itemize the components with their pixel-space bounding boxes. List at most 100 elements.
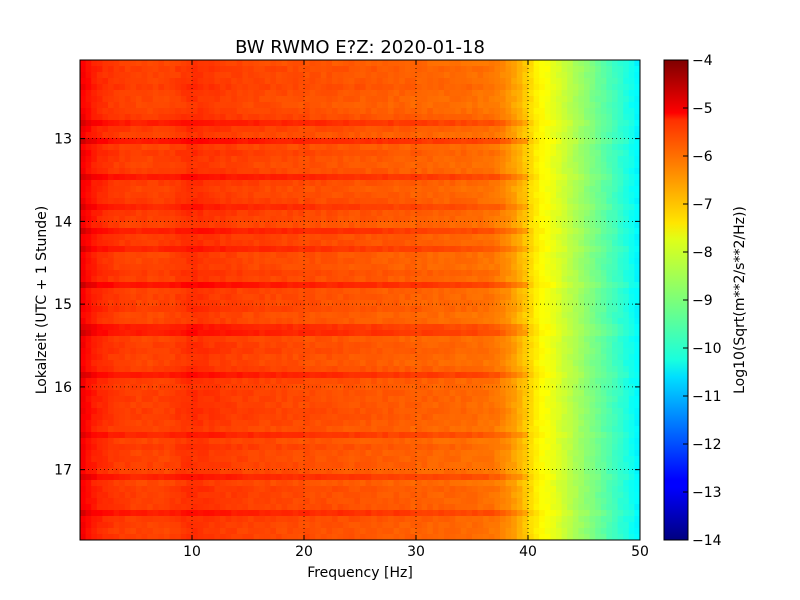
heatmap-cell [169, 234, 176, 241]
heatmap-cell [337, 168, 344, 175]
heatmap-cell [634, 66, 641, 73]
heatmap-cell [360, 270, 366, 277]
heatmap-cell [298, 234, 305, 241]
heatmap-cell [253, 300, 260, 307]
heatmap-cell [113, 240, 120, 247]
heatmap-cell [164, 306, 170, 313]
heatmap-cell [466, 72, 473, 79]
heatmap-cell [505, 210, 512, 217]
heatmap-cell [80, 348, 86, 355]
heatmap-cell [617, 330, 624, 337]
heatmap-cell [192, 246, 198, 253]
heatmap-cell [516, 306, 523, 313]
heatmap-cell [320, 78, 327, 85]
heatmap-cell [483, 174, 490, 181]
heatmap-cell [449, 108, 456, 115]
heatmap-cell [612, 186, 618, 193]
heatmap-cell [242, 150, 249, 157]
heatmap-cell [337, 144, 344, 151]
heatmap-cell [152, 72, 159, 79]
heatmap-cell [225, 132, 232, 139]
heatmap-cell [444, 324, 450, 331]
heatmap-cell [169, 222, 176, 229]
heatmap-cell [539, 192, 546, 199]
heatmap-cell [500, 228, 506, 235]
heatmap-cell [152, 354, 159, 361]
heatmap-cell [449, 294, 456, 301]
heatmap-cell [242, 210, 249, 217]
heatmap-cell [589, 300, 596, 307]
heatmap-cell [152, 288, 159, 295]
heatmap-cell [276, 318, 282, 325]
heatmap-cell [220, 162, 226, 169]
heatmap-cell [141, 156, 148, 163]
heatmap-cell [292, 120, 299, 127]
heatmap-cell [124, 132, 131, 139]
heatmap-cell [292, 306, 299, 313]
heatmap-cell [438, 294, 445, 301]
heatmap-cell [130, 288, 137, 295]
heatmap-cell [80, 240, 86, 247]
heatmap-cell [119, 198, 126, 205]
heatmap-cell [444, 354, 450, 361]
heatmap-cell [281, 180, 288, 187]
heatmap-cell [96, 186, 103, 193]
heatmap-cell [410, 228, 417, 235]
heatmap-cell [315, 240, 322, 247]
heatmap-cell [578, 318, 585, 325]
heatmap-cell [113, 78, 120, 85]
heatmap-cell [360, 216, 366, 223]
heatmap-cell [292, 180, 299, 187]
heatmap-cell [259, 156, 266, 163]
heatmap-cell [85, 114, 92, 121]
heatmap-cell [248, 210, 254, 217]
heatmap-cell [158, 270, 165, 277]
heatmap-cell [572, 120, 579, 127]
heatmap-cell [528, 216, 534, 223]
heatmap-cell [108, 222, 114, 229]
heatmap-cell [584, 222, 590, 229]
heatmap-cell [544, 348, 551, 355]
heatmap-cell [108, 204, 114, 211]
heatmap-cell [270, 60, 277, 67]
heatmap-cell [393, 108, 400, 115]
heatmap-cell [264, 330, 271, 337]
heatmap-cell [617, 90, 624, 97]
heatmap-cell [522, 96, 529, 103]
heatmap-cell [421, 78, 428, 85]
heatmap-cell [500, 216, 506, 223]
heatmap-cell [214, 198, 221, 205]
heatmap-cell [304, 138, 310, 145]
heatmap-cell [528, 234, 534, 241]
heatmap-cell [572, 252, 579, 259]
heatmap-cell [472, 132, 478, 139]
heatmap-cell [225, 294, 232, 301]
heatmap-cell [365, 252, 372, 259]
heatmap-cell [220, 216, 226, 223]
heatmap-cell [169, 198, 176, 205]
heatmap-cell [264, 294, 271, 301]
heatmap-cell [236, 126, 243, 133]
heatmap-cell [337, 102, 344, 109]
heatmap-cell [388, 168, 394, 175]
heatmap-cell [567, 138, 574, 145]
heatmap-cell [460, 324, 467, 331]
heatmap-cell [186, 198, 193, 205]
heatmap-cell [119, 234, 126, 241]
heatmap-cell [96, 108, 103, 115]
heatmap-cell [360, 246, 366, 253]
heatmap-cell [281, 66, 288, 73]
heatmap-cell [365, 270, 372, 277]
heatmap-cell [488, 162, 495, 169]
heatmap-cell [259, 132, 266, 139]
heatmap-cell [444, 306, 450, 313]
heatmap-cell [124, 126, 131, 133]
heatmap-cell [371, 234, 378, 241]
heatmap-cell [477, 96, 484, 103]
heatmap-cell [225, 174, 232, 181]
heatmap-cell [404, 126, 411, 133]
heatmap-cell [393, 150, 400, 157]
heatmap-cell [186, 294, 193, 301]
heatmap-cell [203, 270, 210, 277]
heatmap-cell [136, 150, 142, 157]
